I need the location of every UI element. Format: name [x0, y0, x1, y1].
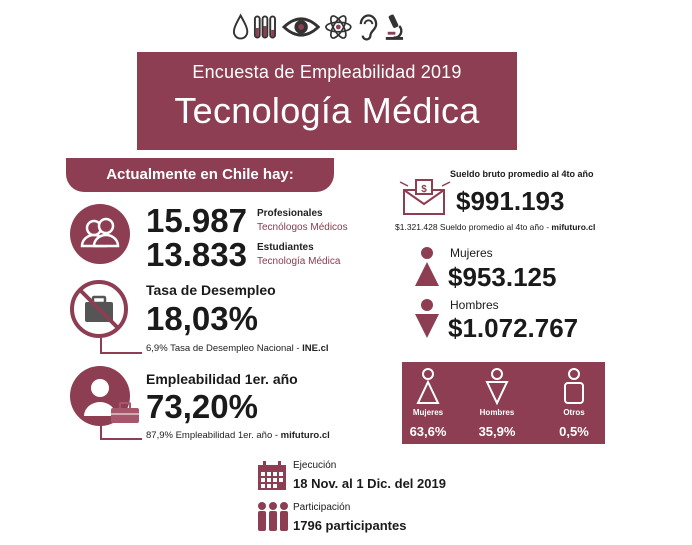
salary-title: Sueldo bruto promedio al 4to año: [450, 169, 594, 179]
gender-women-pct: 63,6%: [409, 424, 447, 439]
unemployment-rate: 18,03%: [146, 300, 258, 337]
students-count: 13.833: [146, 236, 247, 273]
execution-label: Ejecución: [293, 460, 337, 471]
gender-others-label: Otros: [563, 408, 585, 417]
execution-dates: 18 Nov. al 1 Dic. del 2019: [293, 476, 446, 491]
participation-count: 1796 participantes: [293, 518, 407, 533]
salary-average: $991.193: [456, 186, 565, 216]
unemployment-bracket: [100, 338, 142, 354]
survey-subtitle: Encuesta de Empleabilidad 2019: [192, 62, 462, 82]
professionals-label: Profesionales: [257, 208, 323, 219]
microscope-icon: [385, 14, 404, 40]
ear-icon: [359, 14, 378, 41]
header-icon-row: [232, 10, 407, 44]
male-outline-icon: [485, 368, 509, 406]
salary-source: mifuturo.cl: [551, 222, 596, 232]
unemployment-title: Tasa de Desempleo: [146, 282, 276, 298]
atom-icon: [325, 15, 353, 39]
men-salary-label: Hombres: [450, 298, 499, 312]
participants-icon: [256, 500, 290, 532]
students-label: Estudiantes: [257, 242, 314, 253]
people-icon: [70, 204, 130, 264]
gender-men-label: Hombres: [479, 408, 515, 417]
eye-icon: [282, 17, 321, 37]
female-outline-icon: [416, 368, 440, 404]
employability-note: 87,9% Empleabilidad 1er. año - mifuturo.…: [146, 430, 330, 441]
gender-others-pct: 0,5%: [559, 424, 589, 439]
other-outline-icon: [564, 368, 584, 404]
briefcase-icon: [110, 402, 140, 424]
worker-icon: [70, 366, 130, 426]
no-briefcase-icon: [68, 278, 130, 340]
unemployment-note: 6,9% Tasa de Desempleo Nacional - INE.cl: [146, 343, 329, 354]
students-sublabel: Tecnología Médica: [257, 256, 341, 267]
test-tubes-icon: [254, 15, 277, 39]
page-title: Tecnología Médica: [174, 90, 480, 131]
unemployment-source: INE.cl: [302, 343, 329, 354]
employability-title: Empleabilidad 1er. año: [146, 371, 298, 387]
drop-icon: [232, 13, 249, 40]
employability-note-text: 87,9% Empleabilidad 1er. año -: [146, 430, 281, 441]
gender-distribution-box: Mujeres Hombres Otros 63,6% 35,9% 0,5%: [402, 362, 605, 444]
unemployment-note-text: 6,9% Tasa de Desempleo Nacional -: [146, 343, 303, 354]
chile-section-header: Actualmente en Chile hay:: [66, 158, 334, 192]
gender-women-label: Mujeres: [412, 408, 444, 417]
women-salary-label: Mujeres: [450, 246, 493, 260]
women-salary-value: $953.125: [448, 262, 557, 292]
employability-source: mifuturo.cl: [280, 430, 330, 441]
salary-note: $1.321.428 Sueldo promedio al 4to año - …: [395, 222, 595, 232]
men-salary-value: $1.072.767: [448, 313, 579, 343]
female-icon: [414, 246, 440, 288]
money-envelope-icon: $: [398, 176, 452, 216]
male-icon: [414, 298, 440, 340]
salary-note-text: $1.321.428 Sueldo promedio al 4to año -: [395, 222, 552, 232]
svg-text:$: $: [421, 184, 427, 195]
participation-label: Participación: [293, 502, 351, 513]
professionals-count: 15.987: [146, 202, 247, 239]
calendar-icon: [256, 460, 288, 492]
professionals-sublabel: Tecnólogos Médicos: [257, 222, 348, 233]
employability-rate: 73,20%: [146, 388, 258, 425]
header-banner: Encuesta de Empleabilidad 2019 Tecnologí…: [137, 52, 517, 150]
gender-men-pct: 35,9%: [478, 424, 516, 439]
employability-bracket: [100, 424, 142, 440]
